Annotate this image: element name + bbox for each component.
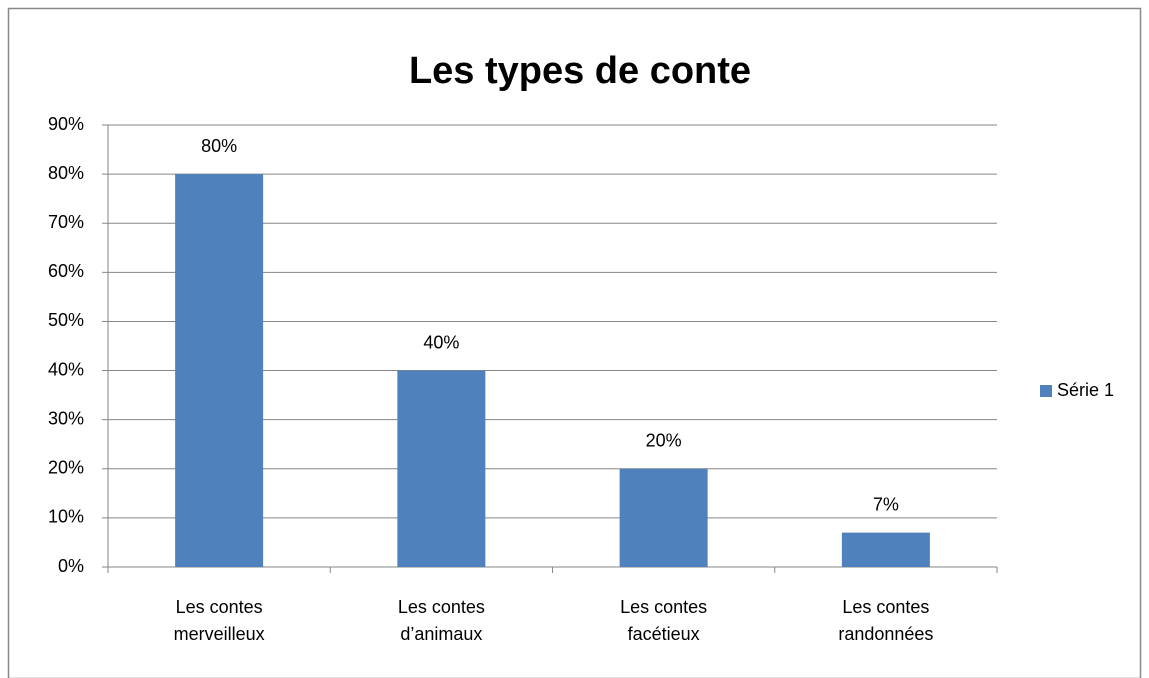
- x-tick-label: Les contes merveilleux: [173, 597, 265, 644]
- data-label: 40%: [423, 332, 459, 352]
- y-tick-label: 70%: [48, 212, 84, 232]
- y-tick-label: 90%: [48, 114, 84, 134]
- chart-title: Les types de conte: [409, 50, 751, 92]
- y-tick-label: 40%: [48, 359, 84, 379]
- legend-swatch: [1040, 385, 1052, 397]
- data-label: 20%: [646, 431, 682, 451]
- bar: [397, 370, 486, 567]
- y-tick-label: 0%: [58, 556, 84, 576]
- y-tick-label: 10%: [48, 507, 84, 527]
- y-tick-label: 50%: [48, 310, 84, 330]
- y-tick-label: 60%: [48, 261, 84, 281]
- y-tick-label: 30%: [48, 408, 84, 428]
- y-tick-label: 20%: [48, 458, 84, 478]
- x-tick-label: Les contes d’animaux: [397, 597, 485, 644]
- x-tick-label: Les contes randonnées: [838, 597, 934, 644]
- bar: [619, 468, 708, 567]
- legend-label: Série 1: [1057, 380, 1114, 400]
- data-label: 7%: [873, 494, 899, 514]
- y-tick-label: 80%: [48, 163, 84, 183]
- bar: [175, 174, 264, 567]
- chart-border: [7, 7, 1142, 678]
- data-label: 80%: [201, 136, 237, 156]
- x-tick-label: Les contes facétieux: [620, 597, 708, 644]
- bar: [841, 532, 930, 567]
